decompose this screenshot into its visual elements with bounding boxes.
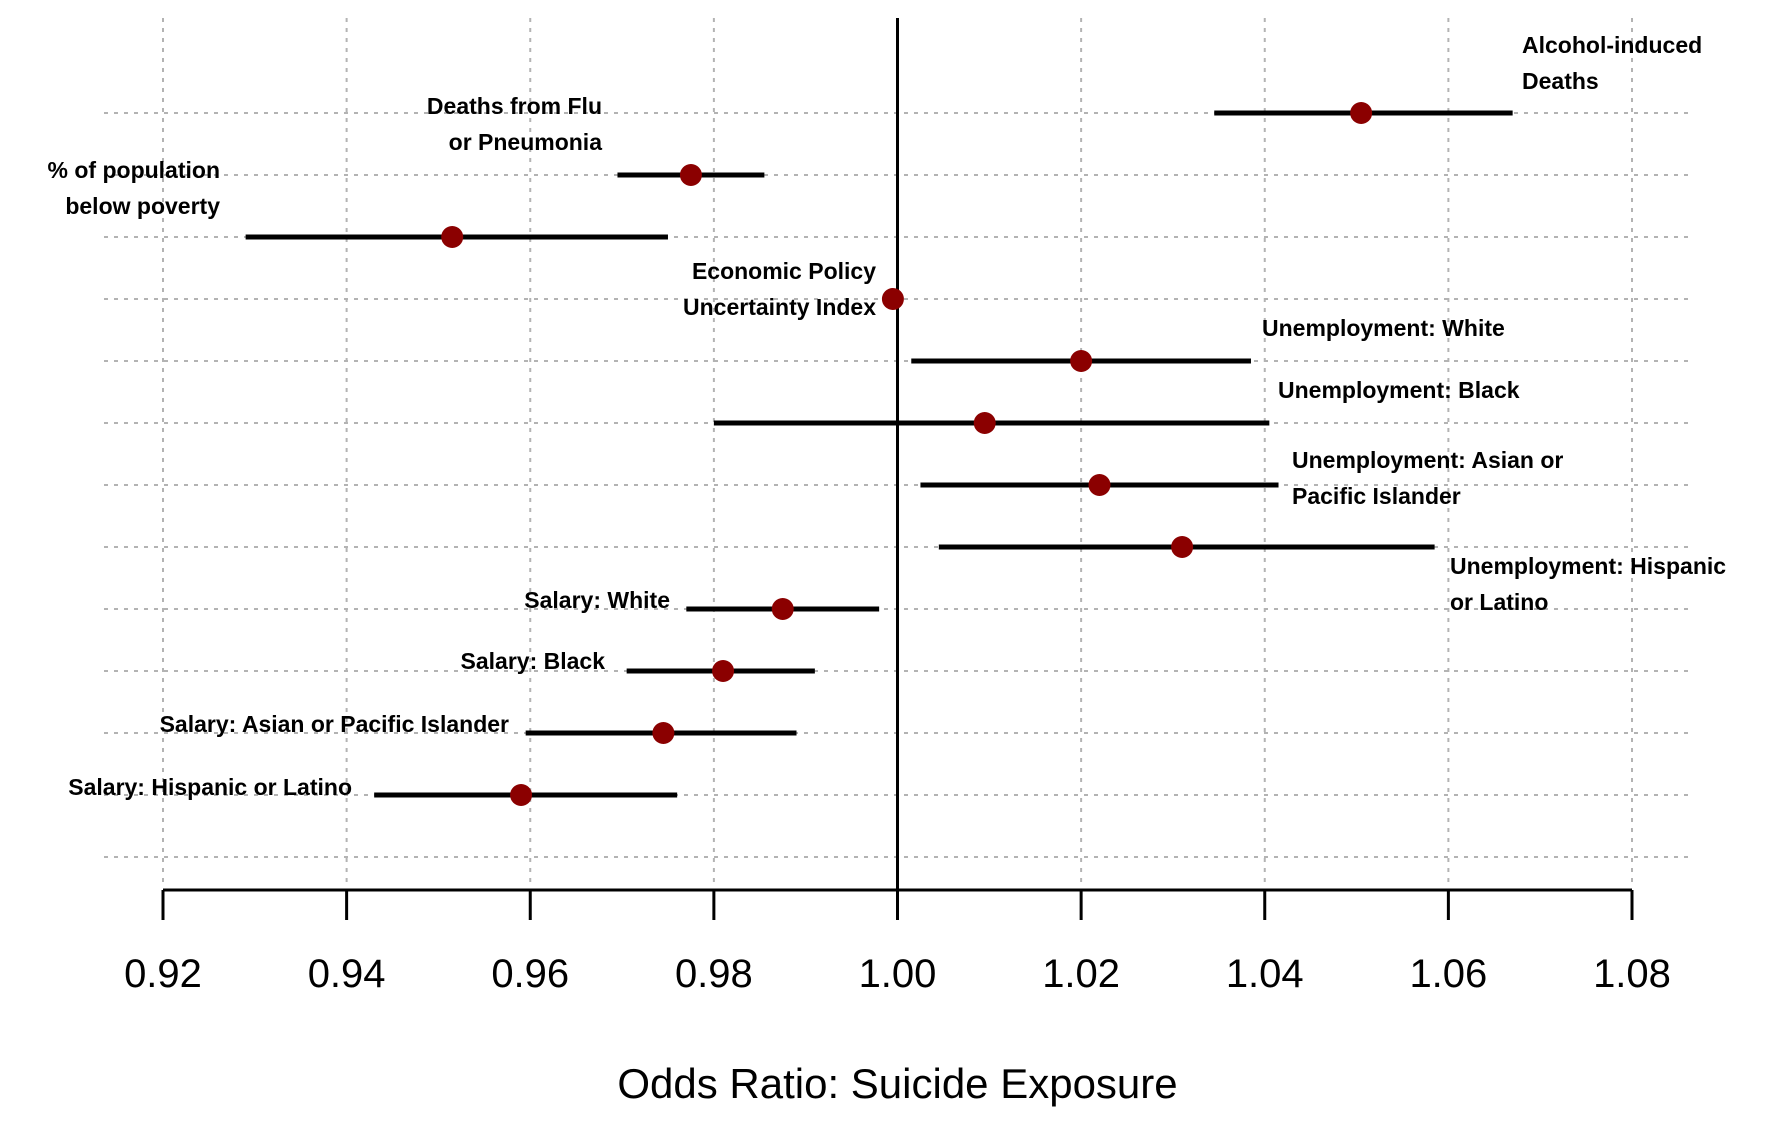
or-point: [679, 164, 702, 186]
x-tick-label: 0.98: [675, 952, 753, 996]
point-label: Alcohol-induced Deaths: [1522, 32, 1702, 94]
point-label: Salary: Hispanic or Latino: [68, 774, 352, 800]
point-label: Unemployment: Hispanic or Latino: [1450, 553, 1726, 615]
or-point: [771, 598, 794, 620]
point-label: Deaths from Flu or Pneumonia: [427, 93, 602, 155]
x-axis-label: Odds Ratio: Suicide Exposure: [617, 1060, 1177, 1107]
x-tick-label: 0.92: [124, 952, 202, 996]
point-label: % of population below poverty: [48, 157, 221, 219]
or-point: [1350, 102, 1373, 124]
or-point: [973, 412, 996, 434]
point-label: Salary: White: [524, 587, 670, 613]
point-label: Salary: Asian or Pacific Islander: [160, 711, 509, 737]
point-label: Salary: Black: [461, 648, 606, 674]
point-label: Unemployment: Asian or Pacific Islander: [1292, 447, 1563, 509]
or-point: [1171, 536, 1194, 558]
x-tick-label: 0.96: [491, 952, 569, 996]
or-point: [712, 660, 735, 682]
x-axis: 0.92 0.94 0.96 0.98 1.00 1.02 1.04 1.06 1.08: [124, 888, 1671, 996]
variable-labels: Alcohol-induced Deaths Deaths from Flu or P…: [48, 32, 1727, 800]
x-tick-label: 0.94: [308, 952, 386, 996]
odds-ratio-points: [441, 102, 1373, 806]
or-point: [652, 722, 675, 744]
point-label: Unemployment: White: [1262, 315, 1505, 341]
or-point: [1070, 350, 1093, 372]
or-point: [510, 784, 533, 806]
x-tick-label: 1.04: [1226, 952, 1304, 996]
point-label: Economic Policy Uncertainty Index: [683, 258, 876, 320]
x-tick-label: 1.00: [859, 952, 937, 996]
or-point: [1088, 474, 1111, 496]
x-tick-label: 1.02: [1042, 952, 1120, 996]
or-point: [441, 226, 464, 248]
point-label: Unemployment: Black: [1278, 377, 1520, 403]
x-tick-label: 1.08: [1593, 952, 1671, 996]
x-tick-label: 1.06: [1409, 952, 1487, 996]
or-point: [881, 288, 904, 310]
